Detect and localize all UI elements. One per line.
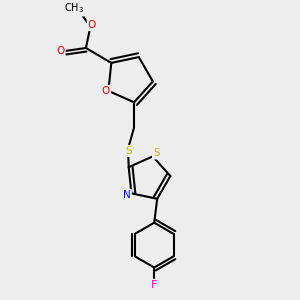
Text: CH$_3$: CH$_3$: [64, 2, 84, 16]
Text: S: S: [125, 146, 132, 156]
Text: N: N: [123, 190, 131, 200]
Text: F: F: [151, 280, 158, 290]
Text: O: O: [56, 46, 65, 56]
Text: S: S: [153, 148, 160, 158]
Text: O: O: [102, 86, 110, 96]
Text: O: O: [88, 20, 96, 30]
